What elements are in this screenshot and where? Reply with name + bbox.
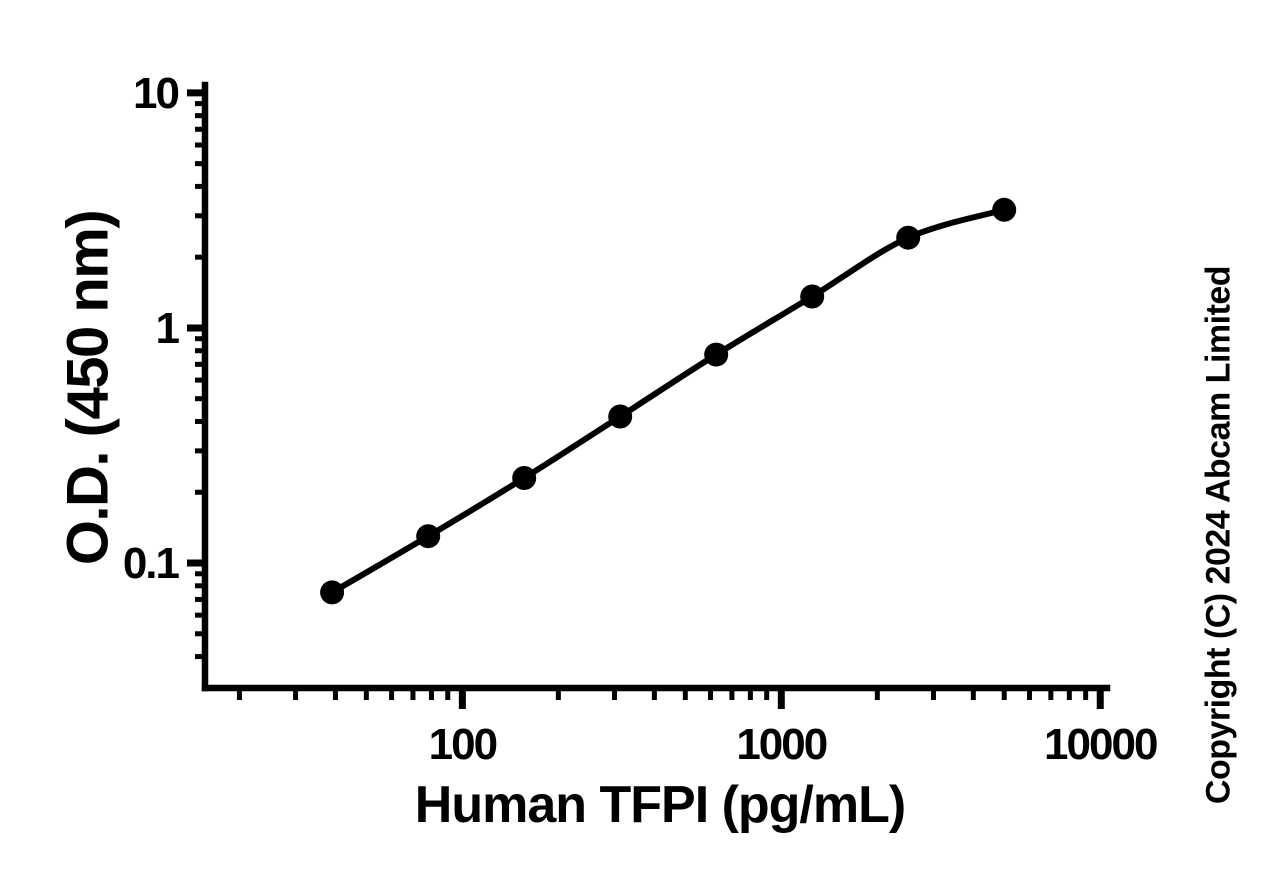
data-point-marker [512, 466, 537, 490]
data-point-marker [608, 404, 633, 429]
y-tick-label: 10 [133, 68, 180, 118]
x-tick-label: 100 [428, 720, 498, 769]
y-tick-label: 0.1 [122, 539, 180, 589]
data-point-marker [416, 524, 441, 549]
x-tick-label: 10000 [1044, 720, 1158, 769]
data-point-marker [992, 197, 1017, 222]
data-point-marker [704, 342, 729, 367]
data-point-marker [800, 284, 825, 309]
x-tick-label: 1000 [736, 720, 828, 769]
copyright-watermark: Copyright (C) 2024 Abcam Limited [1199, 265, 1238, 805]
y-tick-label: 1 [155, 303, 181, 353]
x-axis-title: Human TFPI (pg/mL) [414, 776, 906, 834]
y-axis-title: O.D. (450 nm) [55, 210, 121, 566]
data-point-marker [896, 225, 921, 250]
data-point-marker [320, 580, 345, 605]
